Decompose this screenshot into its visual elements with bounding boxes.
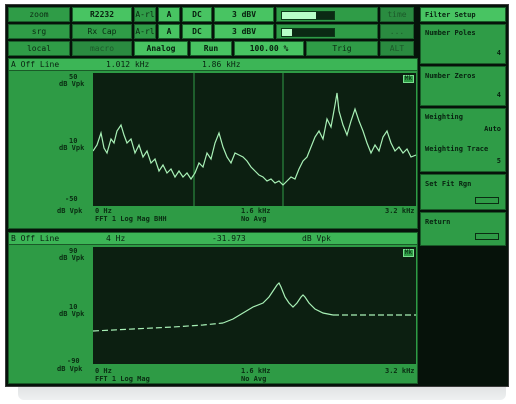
b-y-bot-unit: dB Vpk	[57, 365, 83, 373]
local-field[interactable]: local	[8, 41, 70, 56]
a-x-end: 3.2 kHz	[385, 207, 415, 215]
a-x-mid: 1.6 kHz	[241, 207, 271, 215]
weighting-trace-label: Weighting Trace	[425, 145, 489, 153]
coupling-a-field[interactable]: DC	[182, 7, 212, 22]
trace-a-panel: A Off Line 1.012 kHz 1.86 kHz 50 dB Vpk …	[8, 58, 418, 229]
b-info: FFT 1 Log Mag	[95, 375, 150, 383]
macro-field[interactable]: macro	[72, 41, 132, 56]
a-y-mid-unit: dB Vpk	[59, 144, 85, 152]
range-a-field[interactable]: 3 dBV	[214, 7, 274, 22]
trace-b-baseline	[93, 322, 224, 332]
trig-field[interactable]: Trig	[306, 41, 378, 56]
zoom-field[interactable]: zoom	[8, 7, 70, 22]
a-x-start: 0 Hz	[95, 207, 112, 215]
alt-field[interactable]: ALT	[380, 41, 414, 56]
channel-b-field[interactable]: A	[158, 24, 180, 39]
softkey-menu: Filter Setup Number Poles 4 Number Zeros…	[420, 7, 506, 384]
trace-b-title: B Off Line	[9, 233, 92, 245]
rx-cap-field[interactable]: Rx Cap	[72, 24, 132, 39]
b-y-mid-unit: dB Vpk	[59, 310, 85, 318]
trace-a-marker-tag: Mk	[402, 75, 414, 83]
trace-b-graph	[93, 281, 416, 332]
source-field[interactable]: R2232	[72, 7, 132, 22]
trace-b-panel: B Off Line 4 Hz -31.973 dB Vpk 90 dB Vpk…	[8, 232, 418, 384]
weighting-label: Weighting	[425, 113, 463, 121]
channel-a-field[interactable]: A	[158, 7, 180, 22]
b-y-mid: 10	[69, 303, 78, 311]
trace-b-plot[interactable]: Mk	[93, 247, 416, 364]
return-key-icon	[475, 233, 499, 240]
run-field[interactable]: Run	[190, 41, 232, 56]
more-field[interactable]: ...	[380, 24, 414, 39]
menu-title: Filter Setup	[420, 7, 506, 22]
trace-a-graph	[93, 73, 416, 206]
a-info: FFT 1 Log Mag BHH	[95, 215, 167, 223]
time-field[interactable]: time	[380, 7, 414, 22]
trace-b-marker-tag: Mk	[402, 249, 414, 257]
softkey-weighting[interactable]: Weighting Auto Weighting Trace 5	[420, 108, 506, 172]
range-mode-b[interactable]: A-rl	[134, 24, 156, 39]
number-zeros-value: 4	[496, 91, 501, 99]
srg-field[interactable]: srg	[8, 24, 70, 39]
trace-b-readout: 4 Hz -31.973 dB Vpk	[92, 233, 417, 245]
coupling-b-field[interactable]: DC	[182, 24, 212, 39]
b-window: No Avg	[241, 375, 267, 383]
trace-b-readout-unit: dB Vpk	[302, 234, 331, 243]
number-poles-label: Number Poles	[425, 29, 476, 37]
weighting-trace-value: 5	[496, 157, 501, 165]
trace-a-readout-x: 1.012 kHz	[106, 60, 150, 69]
a-y-top-unit: dB Vpk	[59, 80, 85, 88]
percent-field[interactable]: 100.00 %	[234, 41, 304, 56]
level-meter-a	[276, 7, 378, 22]
analog-field[interactable]: Analog	[134, 41, 188, 56]
a-window: No Avg	[241, 215, 267, 223]
a-y-bot: -50	[65, 195, 78, 203]
b-y-top: 90	[69, 247, 78, 255]
a-y-bot-unit: dB Vpk	[57, 207, 83, 215]
b-x-start: 0 Hz	[95, 367, 112, 375]
set-fit-rgn-key-icon	[475, 197, 499, 204]
softkey-return[interactable]: Return	[420, 212, 506, 246]
b-y-top-unit: dB Vpk	[59, 254, 85, 262]
trace-a-line	[93, 92, 416, 186]
trace-b-readout-y: -31.973	[212, 234, 246, 243]
return-label: Return	[425, 218, 451, 226]
trace-a-readout: 1.012 kHz 1.86 kHz	[92, 59, 417, 71]
softkey-number-zeros[interactable]: Number Zeros 4	[420, 66, 506, 106]
level-meter-b	[276, 24, 378, 39]
trace-a-readout-y: 1.86 kHz	[202, 60, 241, 69]
trace-b-readout-x: 4 Hz	[106, 234, 126, 243]
a-y-mid: 10	[69, 137, 78, 145]
set-fit-rgn-label: Set Fit Rgn	[425, 180, 472, 188]
range-b-field[interactable]: 3 dBV	[214, 24, 274, 39]
trace-b-line	[222, 281, 334, 324]
b-y-bot: -90	[67, 357, 80, 365]
number-zeros-label: Number Zeros	[425, 72, 476, 80]
level-bar-b	[281, 28, 335, 37]
analyzer-screen: zoom R2232 A-rl A DC 3 dBV time srg Rx C…	[5, 4, 509, 387]
b-x-mid: 1.6 kHz	[241, 367, 271, 375]
level-bar-a	[281, 11, 335, 20]
a-y-top: 50	[69, 73, 78, 81]
softkey-set-fit-rgn[interactable]: Set Fit Rgn	[420, 174, 506, 210]
trace-a-title: A Off Line	[9, 59, 92, 71]
weighting-value: Auto	[484, 125, 501, 133]
softkey-empty-area	[420, 248, 506, 384]
trace-a-plot[interactable]: Mk	[93, 73, 416, 206]
b-x-end: 3.2 kHz	[385, 367, 415, 375]
number-poles-value: 4	[496, 49, 501, 57]
softkey-number-poles[interactable]: Number Poles 4	[420, 24, 506, 64]
range-mode-a[interactable]: A-rl	[134, 7, 156, 22]
